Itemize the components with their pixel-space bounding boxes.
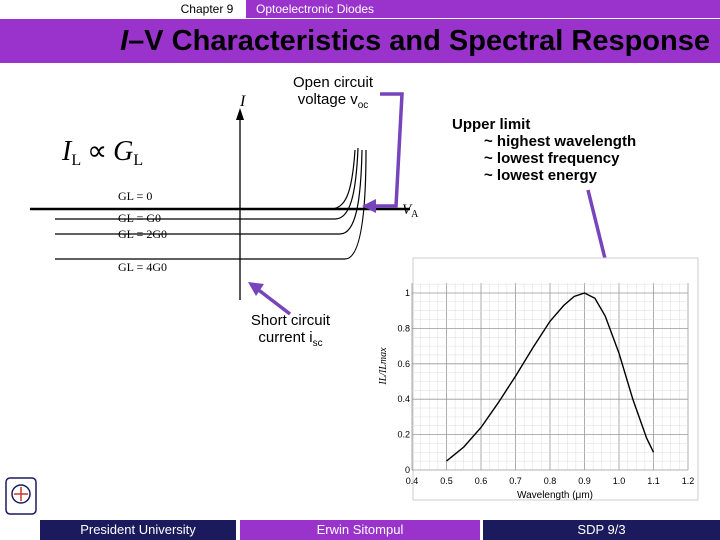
chart-ylabel: IL/ILmax xyxy=(378,347,389,386)
iv-curve-gl4 xyxy=(55,149,367,260)
curve-label-2: GL = 2G0 xyxy=(118,227,167,241)
curve-label-1: GL = G0 xyxy=(118,211,161,225)
y-tick-label: 0.6 xyxy=(397,359,410,369)
chart-frame xyxy=(412,257,699,501)
curve-label-0: GL = 0 xyxy=(118,189,152,203)
iv-y-arrow xyxy=(236,108,244,120)
voc-arrow-head xyxy=(362,199,376,213)
chapter-label: Chapter 9 xyxy=(170,0,244,18)
isc-annotation: Short circuit current isc xyxy=(238,312,343,352)
iv-x-label: VA xyxy=(402,202,419,220)
iv-curve-gl0 xyxy=(55,149,356,210)
voc-line1: Open circuit xyxy=(292,74,374,91)
iv-y-label: I xyxy=(239,93,246,110)
x-tick-label: 1.1 xyxy=(647,476,660,486)
title-bar xyxy=(0,19,720,63)
x-tick-label: 0.4 xyxy=(406,476,419,486)
upper-line2: ~ highest wavelength xyxy=(484,133,637,150)
topic-label: Optoelectronic Diodes xyxy=(246,0,720,18)
iv-curve-gl1 xyxy=(55,147,359,220)
y-tick-label: 0.4 xyxy=(397,394,410,404)
x-tick-label: 0.8 xyxy=(544,476,557,486)
spectral-curve xyxy=(446,292,655,462)
x-tick-label: 0.7 xyxy=(509,476,522,486)
voc-arrow-line xyxy=(372,92,404,208)
voc-annotation: Open circuit voltage voc xyxy=(278,74,388,114)
footer-right: SDP 9/3 xyxy=(483,520,720,540)
upper-line3: ~ lowest frequency xyxy=(484,150,620,167)
x-tick-label: 0.6 xyxy=(475,476,488,486)
isc-line2: current isc xyxy=(258,329,323,349)
y-tick-label: 0 xyxy=(405,465,410,475)
isc-arrow-head xyxy=(248,282,264,296)
x-tick-label: 0.9 xyxy=(578,476,591,486)
title-rest: –V Characteristics and Spectral Response xyxy=(128,25,710,57)
x-tick-label: 1.0 xyxy=(613,476,626,486)
chart-xlabel: Wavelength (μm) xyxy=(517,490,593,501)
isc-line1: Short circuit xyxy=(250,312,331,329)
y-tick-label: 1 xyxy=(405,288,410,298)
chart-ticks: 0.4 0.5 0.6 0.7 0.8 0.9 1.0 1.1 1.2 0 0.2 0.4 0.6 0.8… xyxy=(397,288,694,486)
x-tick-label: 1.2 xyxy=(682,476,695,486)
upper-line4: ~ lowest energy xyxy=(484,167,597,184)
isc-arrow-line xyxy=(254,286,292,316)
curve-label-4: GL = 4G0 xyxy=(118,260,167,274)
iv-curve-gl2 xyxy=(55,149,363,235)
title-italic-i: I xyxy=(120,25,129,57)
upper-limit-annotation: Upper limit ~ highest wavelength ~ lowes… xyxy=(452,116,636,184)
page-title: I–V Characteristics and Spectral Respons… xyxy=(0,19,720,63)
y-tick-label: 0.8 xyxy=(397,323,410,333)
voc-line2: voltage voc xyxy=(297,91,369,111)
upper-line1: Upper limit xyxy=(452,116,531,133)
footer-left: President University xyxy=(40,520,236,540)
university-logo xyxy=(5,477,37,515)
footer-middle: Erwin Sitompul xyxy=(240,520,480,540)
chart-grid xyxy=(411,283,689,471)
y-tick-label: 0.2 xyxy=(397,430,410,440)
spectral-chart: 0.4 0.5 0.6 0.7 0.8 0.9 1.0 1.1 1.2 0 0.2 0.4 0.6 0.8… xyxy=(378,257,699,501)
formula: IL ∝ GL xyxy=(61,136,143,169)
x-tick-label: 0.5 xyxy=(440,476,453,486)
